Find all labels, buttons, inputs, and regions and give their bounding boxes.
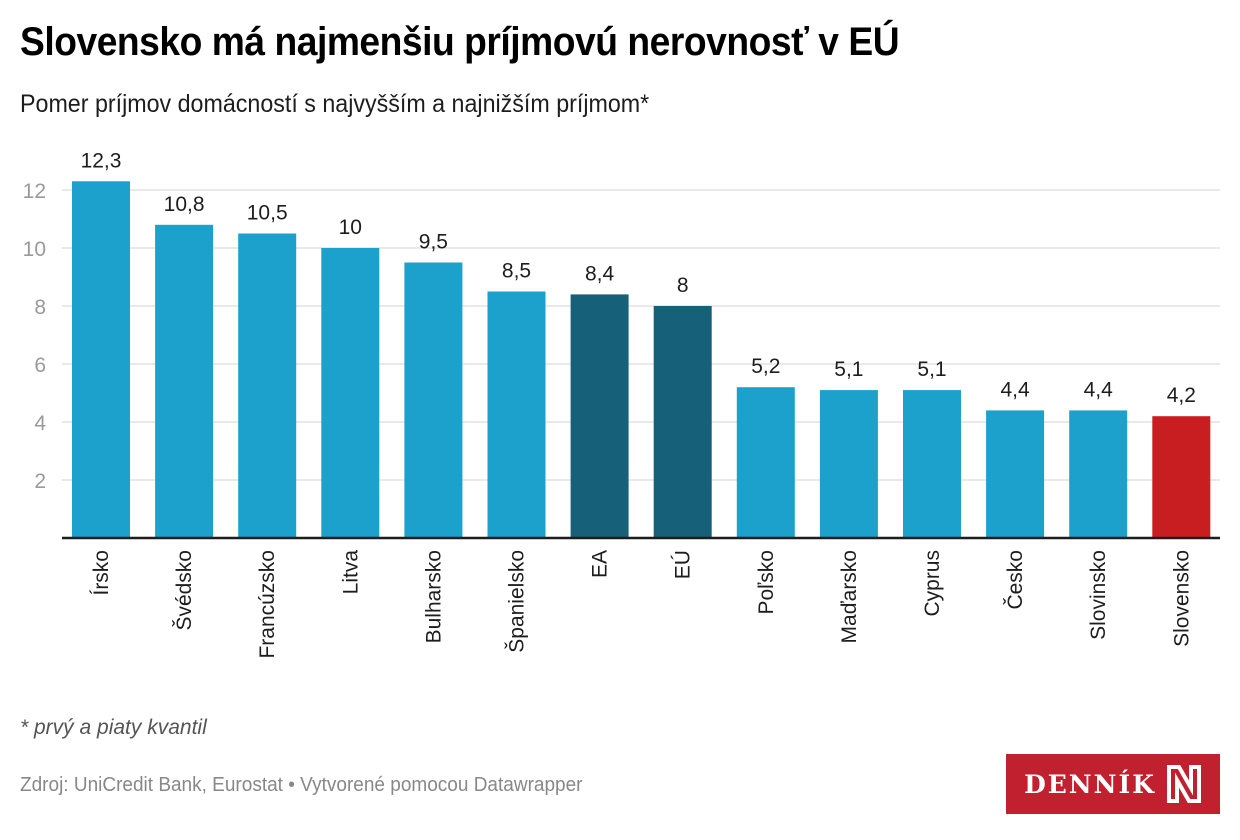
category-label: EÚ [672, 550, 695, 579]
n-logo-icon [1166, 765, 1201, 803]
category-label: Česko [1004, 550, 1027, 610]
bar-slovinsko[interactable] [1069, 410, 1128, 538]
value-label: 12,3 [81, 149, 122, 172]
bar-francúzsko[interactable] [238, 233, 297, 539]
category-label: EA [589, 550, 612, 578]
category-label: Francúzsko [256, 550, 279, 659]
logo-text: DENNÍK [1024, 769, 1156, 799]
category-label: Litva [339, 550, 362, 595]
category-label: Maďarsko [838, 550, 861, 643]
y-tick-label: 2 [34, 470, 46, 493]
bar-bulharsko[interactable] [404, 262, 463, 539]
bar-litva[interactable] [321, 248, 380, 538]
bar-maďarsko[interactable] [819, 390, 878, 538]
footnote: * prvý a piaty kvantil [20, 716, 207, 739]
bar-cyprus[interactable] [903, 390, 961, 538]
x-axis-labels: Írsko Švédsko Francúzsko Litva Bulharsko Špan… [90, 550, 1193, 659]
chart-subtitle: Pomer príjmov domácností s najvyšším a n… [20, 90, 650, 118]
category-label: Poľsko [755, 550, 778, 615]
y-tick-label: 10 [23, 238, 46, 261]
category-label: Cyprus [921, 550, 944, 617]
category-label: Španielsko [506, 550, 529, 653]
bar-eú[interactable] [653, 306, 712, 538]
value-label: 10,5 [247, 202, 288, 225]
value-label: 9,5 [419, 231, 448, 254]
y-tick-label: 12 [23, 180, 46, 203]
bar-ea[interactable] [570, 294, 629, 538]
value-label: 10 [339, 216, 362, 239]
bar-švédsko[interactable] [155, 224, 214, 539]
bar-slovensko[interactable] [1152, 416, 1211, 538]
y-tick-label: 4 [34, 412, 46, 435]
bar-chart: 2 4 6 8 10 12 12,3 10,8 10,5 10 9,5 8,5 8,4 8 5,2 5,1 5… [23, 149, 1220, 659]
category-label: Švédsko [173, 550, 196, 631]
category-label: Bulharsko [422, 550, 445, 643]
bar-španielsko[interactable] [487, 291, 546, 539]
y-tick-label: 6 [34, 354, 46, 377]
value-label: 4,2 [1167, 384, 1196, 407]
chart-title: Slovensko má najmenšiu príjmovú nerovnos… [20, 20, 900, 64]
value-label: 8,5 [502, 260, 531, 283]
value-label: 5,2 [751, 355, 780, 378]
bar-česko[interactable] [986, 410, 1045, 538]
category-label: Írsko [90, 550, 113, 596]
y-tick-label: 8 [34, 296, 46, 319]
value-label: 4,4 [1000, 378, 1030, 401]
gridlines [62, 189, 1220, 481]
bar-írsko[interactable] [72, 181, 130, 539]
y-axis-ticks: 2 4 6 8 10 12 [23, 180, 47, 493]
value-label: 8 [677, 274, 689, 297]
source-credit: Zdroj: UniCredit Bank, Eurostat • Vytvor… [20, 774, 583, 796]
bar-poľsko[interactable] [736, 387, 795, 538]
value-label: 5,1 [834, 358, 863, 381]
category-label: Slovinsko [1087, 550, 1110, 640]
value-label: 5,1 [917, 358, 946, 381]
category-label: Slovensko [1170, 550, 1193, 647]
value-label: 4,4 [1084, 378, 1114, 401]
dennik-n-logo[interactable]: DENNÍK [1006, 754, 1220, 814]
value-labels: 12,3 10,8 10,5 10 9,5 8,5 8,4 8 5,2 5,1 5,1 4,4 4,4 4… [81, 149, 1196, 407]
bars [72, 181, 1211, 539]
value-label: 8,4 [585, 262, 615, 285]
value-label: 10,8 [164, 193, 205, 216]
